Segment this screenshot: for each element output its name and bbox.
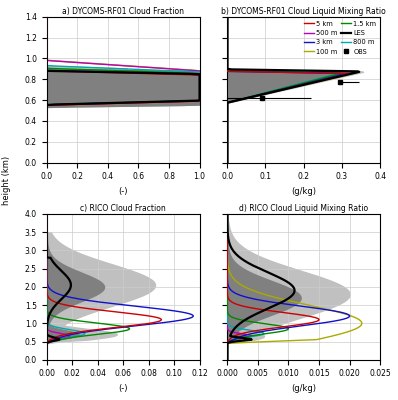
X-axis label: (g/kg): (g/kg): [291, 187, 316, 196]
Title: b) DYCOMS-RF01 Cloud Liquid Mixing Ratio: b) DYCOMS-RF01 Cloud Liquid Mixing Ratio: [221, 7, 386, 16]
Text: height (km): height (km): [2, 156, 11, 204]
Title: a) DYCOMS-RF01 Cloud Fraction: a) DYCOMS-RF01 Cloud Fraction: [62, 7, 184, 16]
X-axis label: (-): (-): [119, 187, 128, 196]
Title: d) RICO Cloud Liquid Mixing Ratio: d) RICO Cloud Liquid Mixing Ratio: [239, 204, 368, 213]
X-axis label: (-): (-): [119, 384, 128, 393]
Legend: 5 km, 500 m, 3 km, 100 m, 1.5 km, LES, 800 m, OBS: 5 km, 500 m, 3 km, 100 m, 1.5 km, LES, 8…: [302, 18, 379, 57]
X-axis label: (g/kg): (g/kg): [291, 384, 316, 393]
Title: c) RICO Cloud Fraction: c) RICO Cloud Fraction: [80, 204, 166, 213]
